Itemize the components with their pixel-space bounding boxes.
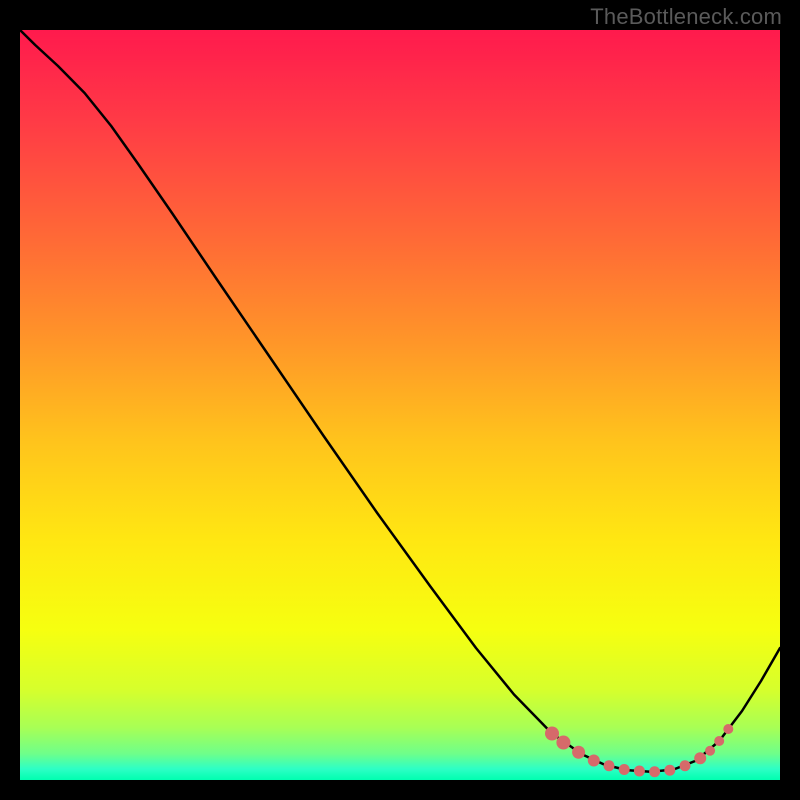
curve-marker bbox=[714, 736, 724, 746]
gradient-rect bbox=[20, 30, 780, 780]
curve-marker bbox=[705, 746, 715, 756]
curve-marker bbox=[556, 736, 570, 750]
curve-marker bbox=[619, 764, 630, 775]
curve-marker bbox=[694, 752, 706, 764]
watermark-text: TheBottleneck.com bbox=[590, 4, 782, 30]
curve-marker bbox=[664, 765, 675, 776]
curve-marker bbox=[723, 724, 733, 734]
curve-marker bbox=[680, 760, 691, 771]
curve-marker bbox=[634, 766, 645, 777]
curve-marker bbox=[545, 727, 559, 741]
curve-marker bbox=[572, 746, 585, 759]
curve-marker bbox=[604, 760, 615, 771]
chart-svg bbox=[20, 30, 780, 780]
curve-marker bbox=[588, 755, 600, 767]
curve-marker bbox=[649, 766, 660, 777]
chart-plot-area bbox=[20, 30, 780, 780]
